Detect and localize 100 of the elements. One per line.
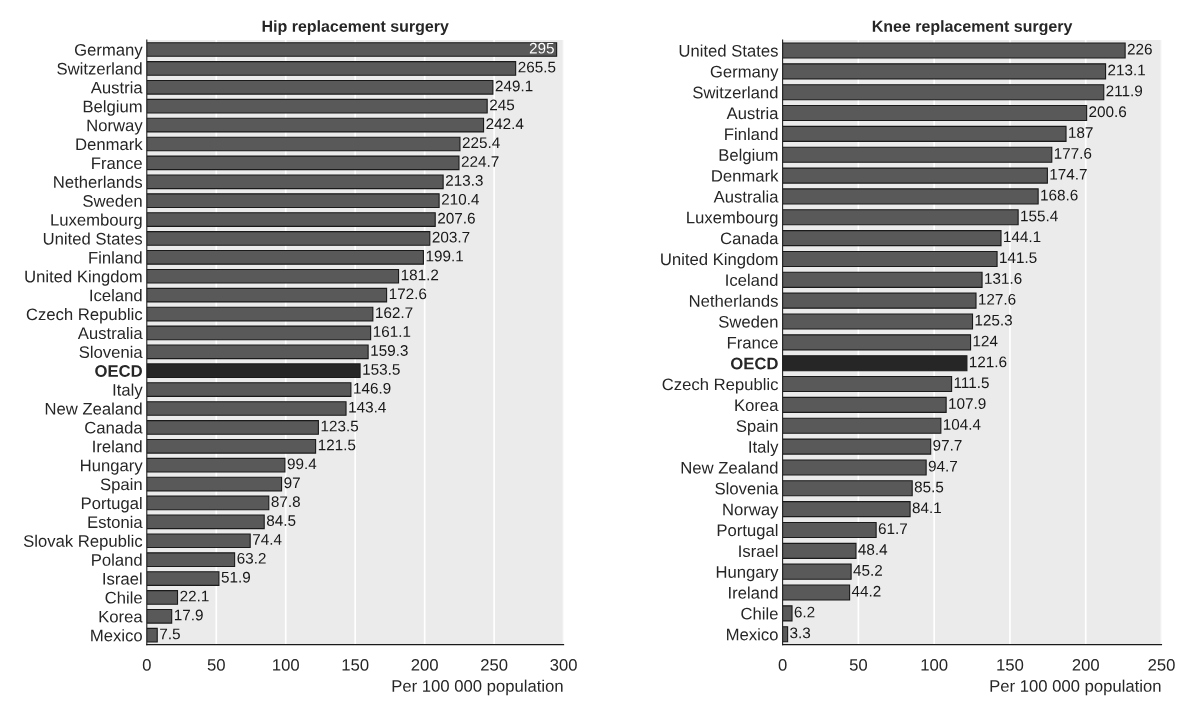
y-tick-label: Portugal — [717, 523, 778, 540]
data-label: 295 — [529, 42, 554, 54]
y-tick-label: Luxembourg — [687, 211, 778, 227]
y-tick-label: Germany — [710, 65, 779, 81]
data-label: 99.4 — [287, 458, 317, 470]
data-label: 141.5 — [1000, 252, 1037, 264]
bar — [146, 382, 352, 397]
y-tick-label: Israel — [103, 572, 142, 585]
data-label: 213.3 — [445, 175, 483, 186]
data-label: 187 — [1069, 127, 1093, 138]
data-label: 48.4 — [858, 544, 888, 555]
y-tick-label: Norway — [723, 503, 779, 519]
data-label: 74.4 — [253, 534, 282, 545]
bar — [782, 417, 942, 434]
y-tick-label: Germany — [74, 43, 143, 60]
y-tick-label: Norway — [87, 119, 143, 135]
y-tick-label: France — [727, 336, 778, 349]
x-axis-title: Per 100 000 population — [990, 679, 1161, 696]
data-label: 123.5 — [321, 420, 359, 432]
data-label: 97.7 — [933, 439, 962, 451]
data-label: 111.5 — [954, 377, 989, 389]
bar — [782, 42, 1126, 59]
data-label: 265.5 — [518, 61, 556, 73]
data-label: 200.6 — [1089, 106, 1127, 118]
y-tick-label: United States — [43, 232, 143, 245]
bar — [782, 104, 1088, 122]
data-label: 245 — [490, 99, 515, 111]
data-label: 224.7 — [461, 156, 499, 167]
bar — [146, 344, 369, 360]
y-tick-label: Ireland — [729, 586, 778, 599]
bar — [146, 401, 347, 416]
data-label: 3.3 — [790, 627, 811, 639]
data-label: 45.2 — [853, 564, 882, 576]
x-tick-label: 150 — [342, 658, 369, 671]
y-tick-label: Korea — [735, 399, 779, 412]
bar — [146, 590, 179, 605]
bar — [782, 146, 1053, 163]
bar — [782, 84, 1105, 101]
y-tick-label: Mexico — [91, 629, 142, 642]
data-label: 107.9 — [949, 398, 986, 409]
bar — [782, 521, 877, 539]
data-label: 146.9 — [354, 382, 391, 394]
y-tick-label: Mexico — [727, 628, 778, 641]
x-tick-label: 0 — [778, 658, 787, 671]
y-tick-label: Italy — [113, 383, 143, 400]
data-label: 207.6 — [438, 212, 475, 224]
y-tick-label: Belgium — [719, 148, 778, 165]
bar — [782, 480, 913, 497]
data-label: 85.5 — [914, 481, 944, 493]
bar — [146, 155, 460, 171]
bar — [782, 125, 1067, 142]
y-tick-label: Chile — [105, 591, 142, 604]
bar — [146, 212, 436, 227]
x-tick-label: 100 — [921, 658, 948, 671]
y-tick-label: Portugal — [81, 496, 142, 513]
data-label: 225.4 — [462, 137, 500, 149]
bar — [782, 438, 932, 455]
y-tick-label: Chile — [741, 607, 778, 620]
data-label: 162.7 — [376, 307, 413, 319]
bar — [146, 193, 440, 209]
bar — [146, 457, 286, 473]
data-label: 84.5 — [266, 515, 296, 526]
bar — [146, 98, 488, 114]
bar — [782, 396, 947, 413]
bar — [146, 61, 517, 76]
y-tick-label: Denmark — [76, 137, 143, 151]
bar — [782, 334, 972, 351]
y-tick-label: OECD — [95, 365, 142, 377]
data-label: 6.2 — [794, 606, 815, 618]
y-tick-label: New Zealand — [681, 461, 778, 474]
x-tick-label: 100 — [273, 658, 299, 671]
data-label: 131.6 — [985, 273, 1022, 284]
x-tick-label: 250 — [1148, 658, 1175, 671]
data-label: 144.1 — [1004, 231, 1041, 243]
y-tick-label: Spain — [100, 478, 142, 494]
x-tick-label: 50 — [849, 658, 868, 671]
bar — [146, 476, 283, 492]
data-label: 168.6 — [1041, 189, 1078, 201]
chart-title: Knee replacement surgery — [872, 20, 1073, 36]
data-label: 177.6 — [1054, 148, 1092, 159]
data-label: 17.9 — [174, 609, 203, 621]
bar — [146, 552, 236, 567]
data-label: 213.1 — [1108, 64, 1145, 76]
data-label: 153.5 — [363, 363, 400, 375]
data-label: 127.6 — [979, 293, 1016, 305]
y-tick-label: Spain — [736, 419, 778, 436]
chart-title: Hip replacement surgery — [262, 20, 449, 36]
bar — [146, 571, 220, 586]
data-label: 7.5 — [160, 628, 180, 640]
y-tick-label: Austria — [726, 107, 779, 120]
y-tick-label: Hungary — [716, 566, 779, 582]
data-label: 242.4 — [486, 118, 524, 130]
x-tick-label: 200 — [1072, 658, 1099, 671]
bar — [782, 563, 852, 580]
y-tick-label: Denmark — [712, 169, 779, 182]
bar — [146, 363, 361, 379]
bar — [146, 287, 388, 303]
y-tick-label: Switzerland — [57, 62, 142, 75]
data-label: 203.7 — [432, 231, 470, 243]
bar — [782, 313, 974, 330]
